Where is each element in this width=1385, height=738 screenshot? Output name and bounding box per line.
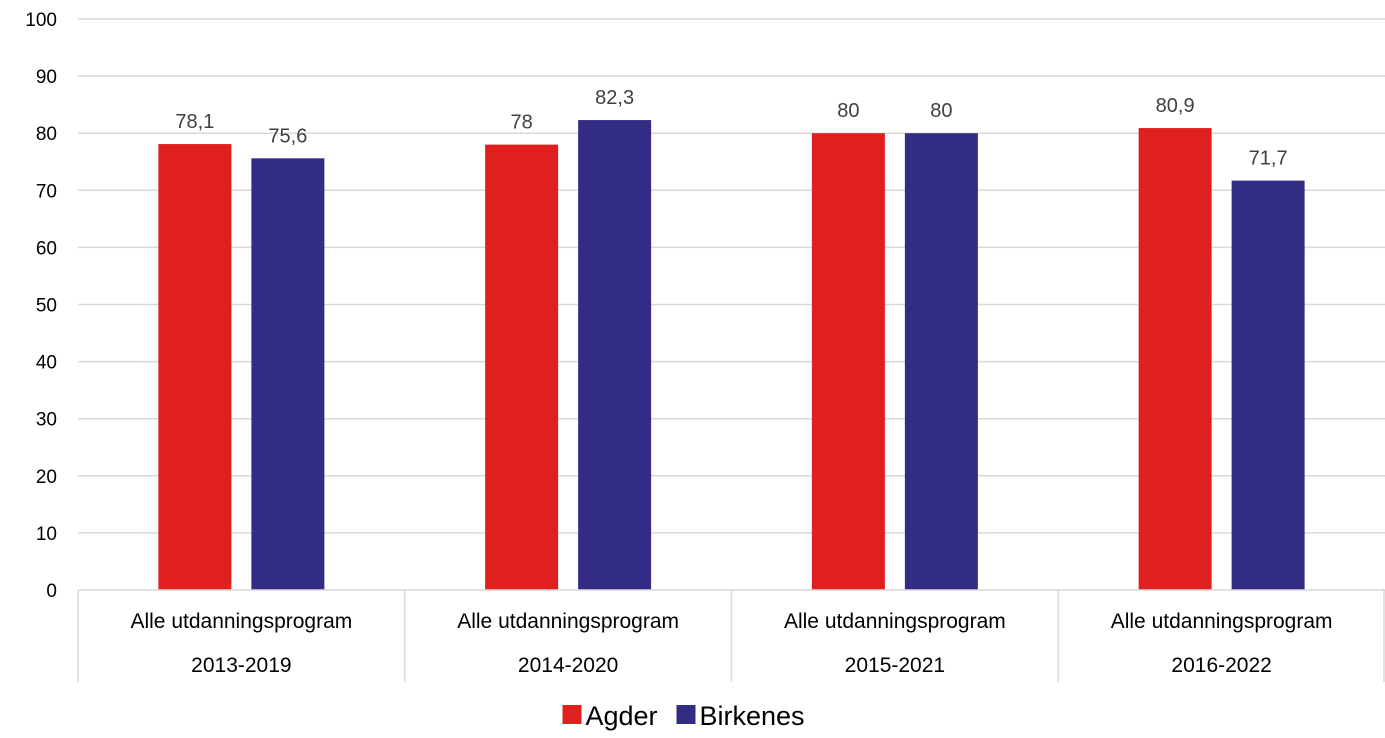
data-label: 82,3: [595, 87, 634, 109]
y-tick-label: 30: [36, 410, 57, 431]
legend-label-birkenes: Birkenes: [700, 701, 805, 731]
data-labels: 78,1 75,6 78 82,3 80 80 80,9 71,7: [175, 87, 1287, 170]
y-tick-label: 70: [36, 181, 57, 202]
bars: [158, 120, 1305, 590]
y-tick-label: 0: [46, 581, 57, 602]
data-label: 71,7: [1249, 148, 1288, 170]
data-label: 80: [930, 100, 952, 122]
x-period-label: 2014-2020: [518, 654, 618, 677]
bar-birkenes: [904, 133, 978, 590]
x-period-label: 2015-2021: [845, 654, 945, 677]
data-label: 80,9: [1156, 95, 1195, 117]
y-tick-label: 10: [36, 524, 57, 545]
y-tick-label: 100: [25, 10, 57, 31]
legend-swatch-birkenes: [676, 705, 696, 724]
y-tick-label: 90: [36, 67, 57, 88]
y-tick-label: 80: [36, 124, 57, 145]
x-period-label: 2016-2022: [1171, 654, 1271, 677]
data-label: 80: [837, 100, 859, 122]
x-axis: Alle utdanningsprogram 2013-2019 Alle utda…: [77, 589, 1385, 682]
legend: Agder Birkenes: [562, 701, 805, 731]
x-category-label: Alle utdanningsprogram: [457, 610, 679, 633]
legend-swatch-agder: [562, 705, 582, 724]
x-period-label: 2013-2019: [191, 654, 291, 677]
bar-birkenes: [251, 158, 325, 590]
bar-birkenes: [1231, 180, 1305, 590]
bar-agder: [158, 144, 232, 590]
x-category-label: Alle utdanningsprogram: [1111, 610, 1333, 633]
y-tick-label: 20: [36, 467, 57, 488]
bar-agder: [485, 144, 559, 590]
y-tick-label: 60: [36, 238, 57, 259]
data-label: 75,6: [268, 125, 307, 147]
legend-label-agder: Agder: [586, 701, 658, 731]
data-label: 78: [511, 112, 533, 134]
y-axis-ticks: 0 10 20 30 40 50 60 70 80 90 100: [25, 10, 57, 602]
data-label: 78,1: [175, 111, 214, 133]
x-category-label: Alle utdanningsprogram: [784, 610, 1006, 633]
bar-agder: [1138, 128, 1212, 590]
x-category-label: Alle utdanningsprogram: [130, 610, 352, 633]
y-tick-label: 50: [36, 296, 57, 317]
bar-birkenes: [578, 120, 652, 590]
bar-agder: [811, 133, 885, 590]
y-tick-label: 40: [36, 353, 57, 374]
